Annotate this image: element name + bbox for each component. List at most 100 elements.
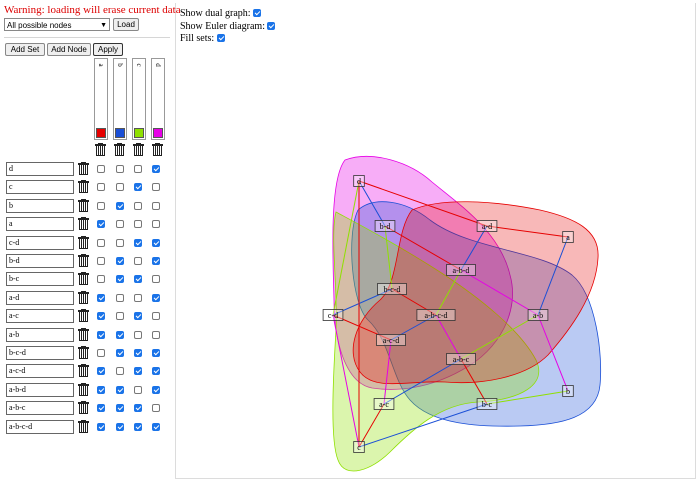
delete-node-icon[interactable] xyxy=(78,364,89,378)
membership-checkbox[interactable] xyxy=(116,165,124,173)
delete-set-icon[interactable] xyxy=(114,143,125,156)
membership-checkbox[interactable] xyxy=(134,385,142,394)
membership-checkbox[interactable] xyxy=(97,422,105,431)
set-header-1[interactable]: b xyxy=(113,58,127,140)
membership-checkbox[interactable] xyxy=(97,183,105,192)
membership-checkbox[interactable] xyxy=(97,238,105,247)
node-name-input[interactable]: a xyxy=(6,217,74,232)
node-name-input[interactable]: a-d xyxy=(6,290,74,305)
membership-checkbox[interactable] xyxy=(116,220,124,229)
membership-checkbox[interactable] xyxy=(97,201,105,210)
delete-node-icon[interactable] xyxy=(78,309,89,323)
membership-checkbox[interactable] xyxy=(134,220,142,229)
membership-checkbox[interactable] xyxy=(152,312,160,321)
graph-node[interactable]: a-b-c-d xyxy=(416,309,456,321)
membership-checkbox[interactable] xyxy=(134,349,142,357)
graph-node[interactable]: b xyxy=(562,385,574,397)
delete-node-icon[interactable] xyxy=(78,217,89,231)
node-name-input[interactable]: c xyxy=(6,180,74,195)
set-color-swatch[interactable] xyxy=(96,128,106,138)
membership-checkbox[interactable] xyxy=(134,275,142,284)
set-color-swatch[interactable] xyxy=(153,128,163,138)
membership-checkbox[interactable] xyxy=(116,275,124,284)
set-color-swatch[interactable] xyxy=(134,128,144,138)
membership-checkbox[interactable] xyxy=(97,349,105,357)
membership-checkbox[interactable] xyxy=(116,422,124,431)
membership-checkbox[interactable] xyxy=(152,404,160,413)
membership-checkbox[interactable] xyxy=(116,201,124,210)
membership-checkbox[interactable] xyxy=(116,238,124,247)
delete-set-icon[interactable] xyxy=(95,143,106,156)
membership-checkbox[interactable] xyxy=(152,367,160,376)
node-name-input[interactable]: b xyxy=(6,198,74,213)
membership-checkbox[interactable] xyxy=(152,275,160,284)
delete-node-icon[interactable] xyxy=(78,327,89,341)
membership-checkbox[interactable] xyxy=(152,293,160,302)
graph-node[interactable]: a-c-d xyxy=(376,334,406,346)
membership-checkbox[interactable] xyxy=(116,312,124,321)
node-name-input[interactable]: a-b-c xyxy=(6,401,74,416)
membership-checkbox[interactable] xyxy=(97,367,105,376)
graph-node[interactable]: a-c xyxy=(373,398,395,410)
graph-node[interactable]: b-d xyxy=(374,220,396,232)
graph-node[interactable]: a-d xyxy=(476,220,498,232)
graph-node[interactable]: a-b xyxy=(527,309,549,321)
graph-node[interactable]: a xyxy=(562,231,574,243)
membership-checkbox[interactable] xyxy=(134,183,142,192)
euler-checkbox[interactable] xyxy=(267,22,276,30)
set-header-3[interactable]: d xyxy=(151,58,165,140)
membership-checkbox[interactable] xyxy=(134,422,142,431)
membership-checkbox[interactable] xyxy=(152,422,160,431)
delete-node-icon[interactable] xyxy=(78,180,89,194)
membership-checkbox[interactable] xyxy=(97,330,105,339)
membership-checkbox[interactable] xyxy=(152,330,160,339)
graph-node[interactable]: a-b-c xyxy=(446,353,476,365)
delete-node-icon[interactable] xyxy=(78,382,89,396)
delete-node-icon[interactable] xyxy=(78,162,89,175)
graph-node[interactable]: d xyxy=(353,175,365,187)
membership-checkbox[interactable] xyxy=(152,238,160,247)
node-name-input[interactable]: a-b xyxy=(6,327,74,342)
membership-checkbox[interactable] xyxy=(116,385,124,394)
fill-checkbox[interactable] xyxy=(216,34,225,42)
delete-node-icon[interactable] xyxy=(78,401,89,415)
apply-button[interactable]: Apply xyxy=(93,43,123,56)
node-name-input[interactable]: b-c xyxy=(6,272,74,287)
delete-set-icon[interactable] xyxy=(133,143,144,156)
membership-checkbox[interactable] xyxy=(134,238,142,247)
delete-node-icon[interactable] xyxy=(78,235,89,249)
add-set-button[interactable]: Add Set xyxy=(5,43,45,56)
graph-node[interactable]: a-b-d xyxy=(446,264,476,276)
preset-select[interactable]: All possible nodes ▼ xyxy=(4,18,110,31)
load-button[interactable]: Load xyxy=(113,18,139,31)
set-header-2[interactable]: c xyxy=(132,58,146,140)
membership-checkbox[interactable] xyxy=(134,293,142,302)
membership-checkbox[interactable] xyxy=(97,275,105,284)
graph-node[interactable]: b-c xyxy=(476,398,498,410)
membership-checkbox[interactable] xyxy=(97,293,105,302)
delete-node-icon[interactable] xyxy=(78,346,89,359)
membership-checkbox[interactable] xyxy=(134,257,142,265)
delete-set-icon[interactable] xyxy=(152,143,163,156)
membership-checkbox[interactable] xyxy=(97,385,105,394)
dual-graph-checkbox[interactable] xyxy=(253,9,262,17)
membership-checkbox[interactable] xyxy=(152,183,160,192)
graph-node[interactable]: b-c-d xyxy=(377,283,407,295)
graph-node[interactable]: c xyxy=(353,441,365,453)
membership-checkbox[interactable] xyxy=(134,201,142,210)
membership-checkbox[interactable] xyxy=(97,220,105,229)
delete-node-icon[interactable] xyxy=(78,198,89,212)
set-header-0[interactable]: a xyxy=(94,58,108,140)
node-name-input[interactable]: a-c-d xyxy=(6,364,74,379)
delete-node-icon[interactable] xyxy=(78,290,89,304)
set-color-swatch[interactable] xyxy=(115,128,125,138)
membership-checkbox[interactable] xyxy=(134,330,142,339)
membership-checkbox[interactable] xyxy=(116,293,124,302)
membership-checkbox[interactable] xyxy=(116,367,124,376)
membership-checkbox[interactable] xyxy=(97,312,105,321)
membership-checkbox[interactable] xyxy=(97,165,105,173)
membership-checkbox[interactable] xyxy=(97,404,105,413)
membership-checkbox[interactable] xyxy=(116,183,124,192)
node-name-input[interactable]: b-d xyxy=(6,254,74,268)
